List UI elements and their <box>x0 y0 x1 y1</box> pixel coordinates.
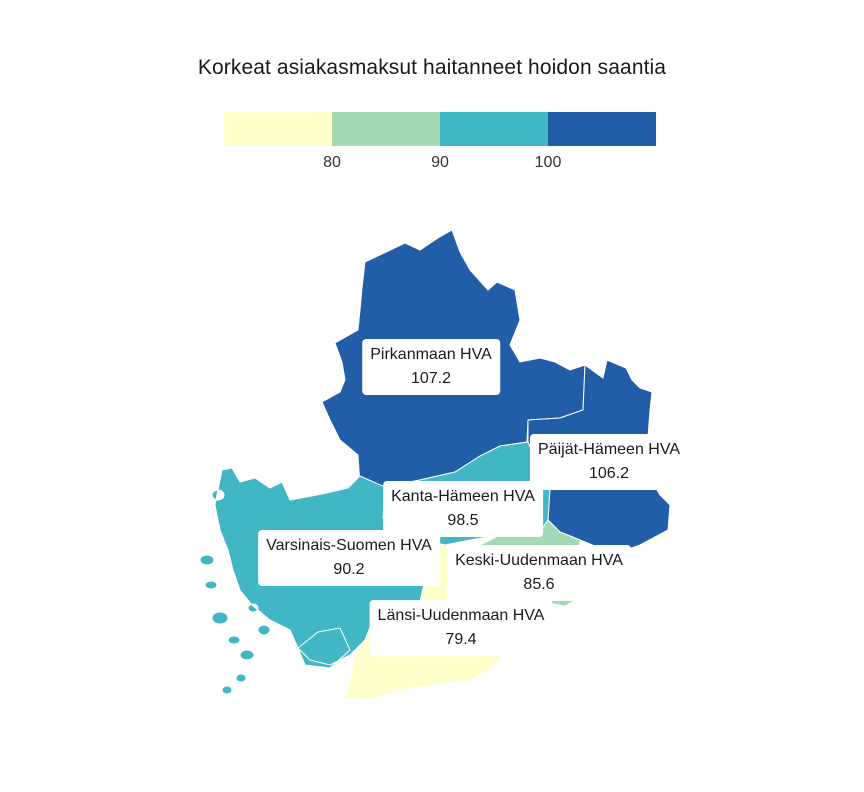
legend-tick-80: 80 <box>323 154 341 171</box>
region-label-pirkanmaa: Pirkanmaan HVA 107.2 <box>362 339 500 395</box>
region-value: 106.2 <box>588 465 630 482</box>
region-value: 98.5 <box>447 512 479 529</box>
region-name: Keski-Uudenmaan HVA <box>455 552 623 569</box>
region-value: 107.2 <box>410 370 452 387</box>
legend-bin-2 <box>332 112 440 146</box>
region-name: Päijät-Hämeen HVA <box>538 441 680 458</box>
legend-bin-4 <box>548 112 656 146</box>
region-name: Varsinais-Suomen HVA <box>266 537 432 554</box>
region-name: Kanta-Hämeen HVA <box>391 488 535 505</box>
legend-bin-3 <box>440 112 548 146</box>
region-value: 85.6 <box>523 576 555 593</box>
region-name: Pirkanmaan HVA <box>370 346 492 363</box>
region-value: 79.4 <box>445 631 477 648</box>
region-label-paijat-hame: Päijät-Hämeen HVA 106.2 <box>530 434 688 490</box>
map-title: Korkeat asiakasmaksut haitanneet hoidon … <box>197 56 667 79</box>
region-label-keski-uusimaa: Keski-Uudenmaan HVA 85.6 <box>447 545 631 601</box>
region-label-lansi-uusimaa: Länsi-Uudenmaan HVA 79.4 <box>369 600 553 656</box>
legend-tick-100: 100 <box>534 154 562 171</box>
color-legend <box>224 112 656 146</box>
legend-bin-1 <box>224 112 332 146</box>
region-value: 90.2 <box>333 561 365 578</box>
legend-tick-90: 90 <box>431 154 449 171</box>
region-label-kanta-hame: Kanta-Hämeen HVA 98.5 <box>383 481 543 537</box>
region-label-varsinais-suomi: Varsinais-Suomen HVA 90.2 <box>258 530 440 586</box>
region-name: Länsi-Uudenmaan HVA <box>377 607 545 624</box>
